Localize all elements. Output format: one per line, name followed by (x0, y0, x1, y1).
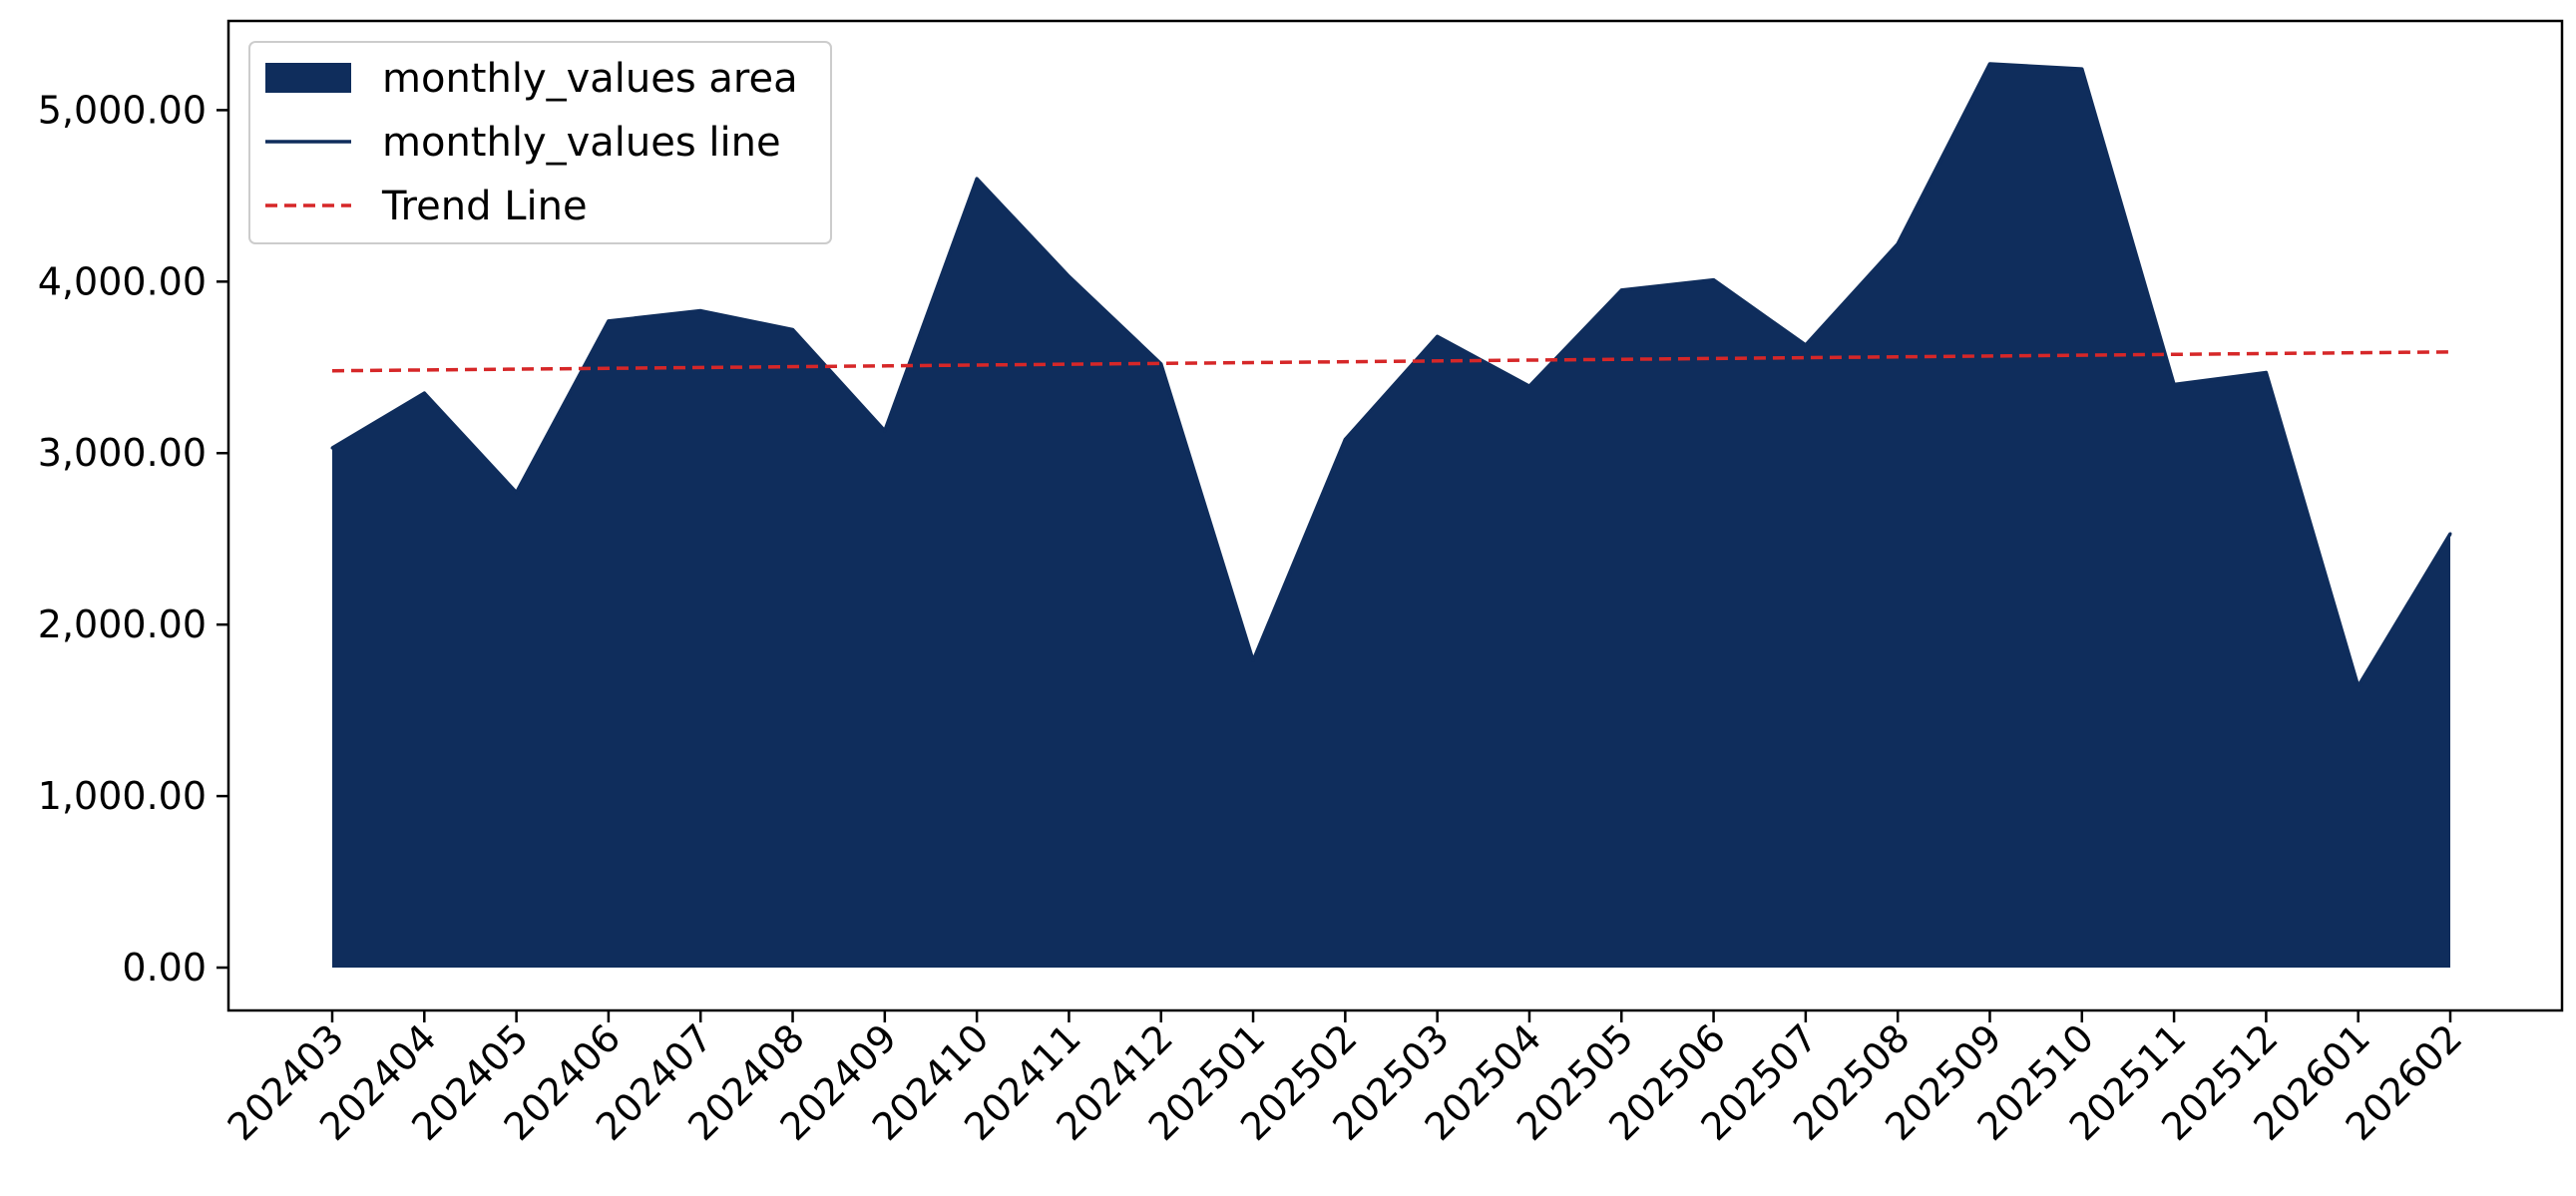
y-tick-label: 4,000.00 (38, 259, 207, 303)
legend-label-area: monthly_values area (382, 56, 798, 102)
y-tick-label: 1,000.00 (38, 774, 207, 818)
data-point (791, 327, 795, 331)
legend-area-swatch (265, 63, 351, 93)
data-point (1251, 658, 1255, 662)
data-point (975, 177, 979, 181)
legend-label-trend: Trend Line (381, 184, 588, 229)
y-tick-label: 0.00 (122, 946, 207, 990)
data-point (607, 319, 611, 323)
data-point (2357, 684, 2361, 688)
data-point (1527, 384, 1531, 388)
data-point (1619, 288, 1623, 292)
data-point (698, 309, 702, 313)
x-axis: 2024032024042024052024062024072024082024… (219, 1010, 2470, 1149)
data-point (2172, 382, 2176, 386)
data-point (2448, 532, 2452, 536)
axes-frame (226, 19, 2564, 1012)
data-point (330, 446, 334, 450)
data-point (1712, 278, 1716, 282)
plot-content (330, 62, 2452, 969)
data-point (1343, 437, 1347, 441)
y-tick-label: 5,000.00 (38, 88, 207, 132)
legend-box (248, 41, 832, 244)
y-axis: 0.00 1,000.00 2,000.00 3,000.00 4,000.00 5,00… (38, 88, 228, 990)
y-tick-label: 2,000.00 (38, 602, 207, 646)
data-point (1896, 242, 1900, 246)
data-point (2264, 370, 2268, 374)
data-point (1436, 334, 1440, 338)
data-point (1067, 274, 1071, 278)
data-point (883, 429, 887, 433)
series-line (331, 62, 2452, 688)
series-area (332, 63, 2450, 969)
data-point (2080, 67, 2084, 71)
trend-line (331, 350, 2451, 373)
data-point (515, 491, 519, 495)
data-point (1987, 62, 1991, 66)
data-point (1804, 343, 1808, 347)
data-point (1159, 362, 1163, 366)
legend-label-line: monthly_values line (382, 120, 781, 166)
data-point (422, 391, 426, 395)
y-tick-label: 3,000.00 (38, 431, 207, 475)
legend: monthly_values area monthly_values line … (248, 41, 832, 244)
